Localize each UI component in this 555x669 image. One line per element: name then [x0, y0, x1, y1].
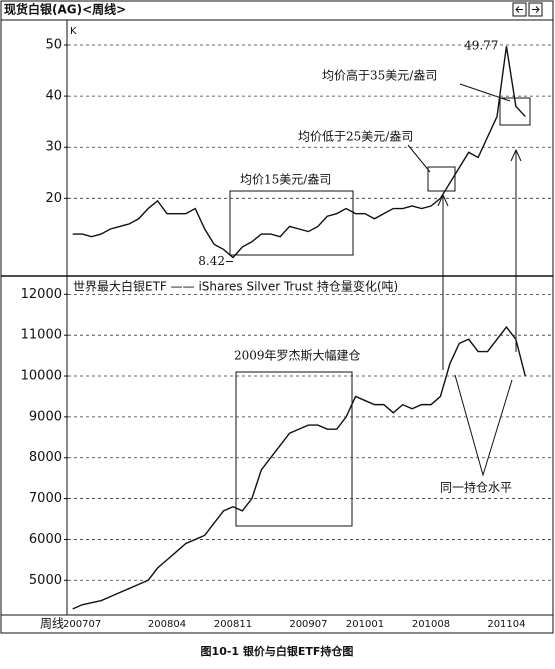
series-line: [72, 325, 526, 610]
box: [229, 190, 354, 256]
annotation: 均价15美元/盎司: [240, 173, 331, 187]
x-tick-label: 200907: [289, 619, 327, 630]
x-axis-label: 周线: [40, 617, 64, 631]
frame: [0, 0, 554, 634]
arrow: [437, 193, 449, 370]
data-label: 49.77: [464, 39, 498, 53]
y-tick-label: 20: [45, 191, 62, 206]
series-line: [72, 46, 526, 259]
box: [235, 371, 353, 527]
prev-arrow: [515, 6, 523, 13]
annotation: 均价高于35美元/盎司: [322, 68, 437, 83]
y-tick-label: 7000: [29, 491, 62, 506]
x-tick-label: 200804: [148, 619, 186, 630]
v-pointer: [454, 374, 513, 477]
annotation: 同一持仓水平: [440, 480, 512, 495]
data-label: 8.42: [198, 254, 225, 268]
y-tick-label: 5000: [29, 573, 62, 588]
annotation: 均价低于25美元/盎司: [298, 130, 413, 144]
annotation: 2009年罗杰斯大幅建仓: [234, 348, 361, 363]
prev-button[interactable]: [512, 2, 527, 17]
x-tick-label: 200811: [214, 619, 252, 630]
x-tick-label: 200707: [63, 619, 101, 630]
y-tick-label: 50: [45, 38, 62, 53]
unit-label: K: [70, 26, 77, 37]
y-tick-label: 6000: [29, 532, 62, 547]
next-arrow: [532, 6, 540, 13]
y-tick-label: 8000: [29, 450, 62, 465]
y-tick-label: 11000: [21, 328, 62, 343]
y-tick-label: 10000: [21, 369, 62, 384]
caption: 图10-1 银价与白银ETF持仓图: [201, 644, 354, 658]
box: [427, 166, 456, 192]
panel-title: 世界最大白银ETF —— iShares Silver Trust 持仓量变化(…: [73, 279, 398, 294]
y-tick-label: 9000: [29, 409, 62, 424]
y-tick-label: 40: [45, 89, 62, 104]
chart-title: 现货白银(AG)<周线>: [4, 2, 126, 17]
x-tick-label: 201008: [412, 619, 450, 630]
pointer: [407, 144, 431, 173]
x-tick-label: 201001: [346, 619, 384, 630]
y-tick-label: 12000: [21, 287, 62, 302]
y-tick-label: 30: [45, 140, 62, 155]
x-tick-label: 201104: [487, 619, 525, 630]
pointer: [459, 83, 511, 102]
arrow: [510, 148, 522, 352]
next-button[interactable]: [528, 2, 543, 17]
